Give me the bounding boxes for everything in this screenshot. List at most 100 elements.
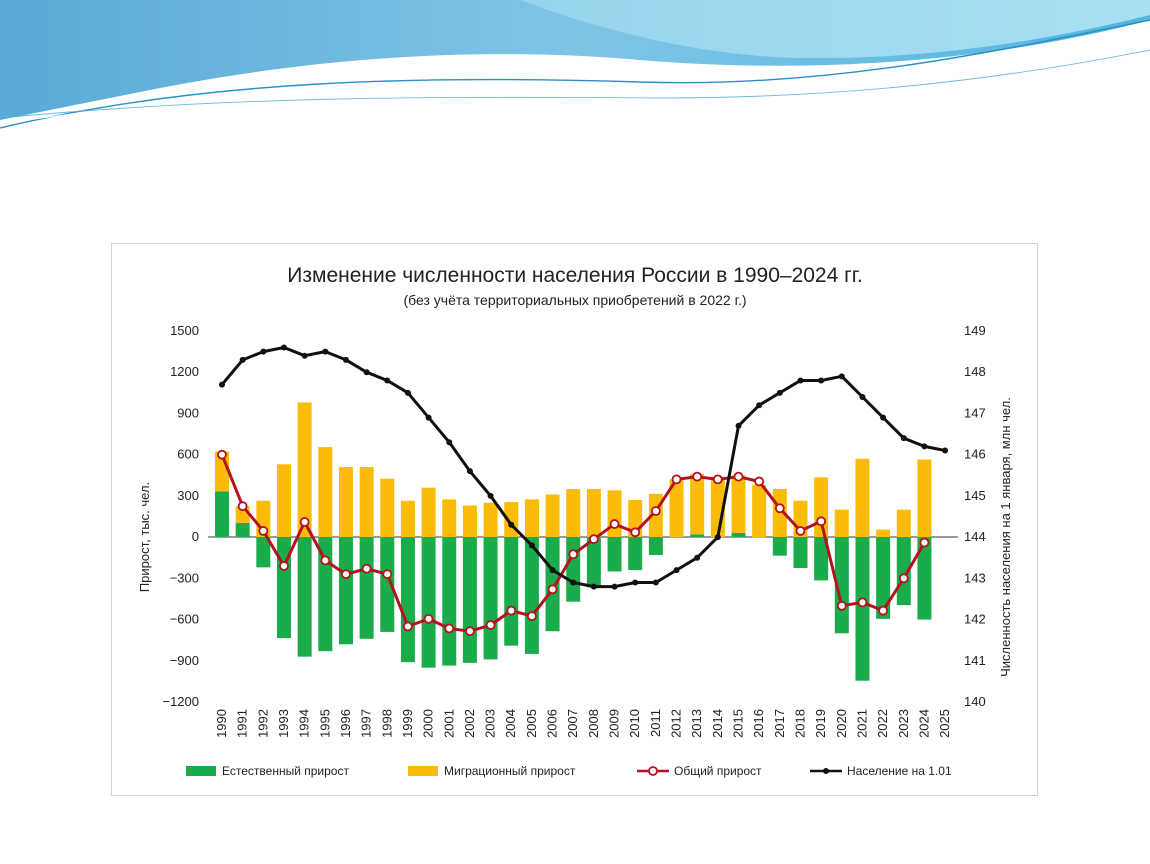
bar-natural-2022 bbox=[876, 537, 891, 619]
point-population-2018 bbox=[797, 377, 804, 384]
bar-natural-2013 bbox=[690, 534, 705, 538]
x-tick-label: 1992 bbox=[255, 709, 270, 738]
point-population-2007 bbox=[570, 579, 577, 586]
y2-tick-label: 148 bbox=[964, 364, 986, 379]
x-tick-label: 2014 bbox=[710, 709, 725, 738]
y-tick-label: 600 bbox=[177, 447, 199, 462]
bar-natural-1995 bbox=[318, 537, 333, 652]
bar-natural-2005 bbox=[524, 537, 539, 654]
y-axis-ticks: 1500 1200 900 600 300 0 −300 −600 −900 −1200 bbox=[162, 323, 199, 709]
x-tick-label: 2010 bbox=[627, 709, 642, 738]
x-tick-label: 2024 bbox=[916, 709, 931, 738]
bar-natural-2004 bbox=[504, 537, 519, 646]
point-total-1990 bbox=[217, 449, 227, 460]
bar-natural-2002 bbox=[462, 537, 477, 663]
point-population-2005 bbox=[528, 542, 535, 549]
y2-tick-label: 141 bbox=[964, 653, 986, 668]
x-tick-label: 1999 bbox=[400, 709, 415, 738]
line-series bbox=[217, 344, 949, 637]
bar-natural-2000 bbox=[421, 537, 436, 668]
legend-label-natural: Естественный прирост bbox=[222, 764, 349, 778]
bar-migration-2015 bbox=[731, 475, 746, 533]
bar-natural-2018 bbox=[793, 537, 808, 569]
point-population-1992 bbox=[260, 348, 267, 355]
bar-migration-2023 bbox=[896, 509, 911, 538]
point-population-2022 bbox=[880, 414, 887, 421]
point-total-2007 bbox=[568, 549, 579, 560]
point-total-2016 bbox=[754, 476, 765, 487]
bar-natural-2023 bbox=[896, 537, 911, 606]
point-total-2000 bbox=[423, 613, 434, 624]
y-tick-label: −1200 bbox=[162, 694, 199, 709]
bar-migration-1997 bbox=[359, 467, 374, 538]
point-total-2017 bbox=[774, 503, 785, 514]
x-tick-label: 2011 bbox=[648, 709, 663, 737]
bar-migration-2021 bbox=[855, 458, 870, 538]
point-total-2018 bbox=[795, 526, 806, 536]
point-total-2023 bbox=[898, 573, 909, 584]
bar-migration-2001 bbox=[442, 499, 457, 538]
x-tick-label: 1995 bbox=[317, 709, 332, 738]
bar-natural-1999 bbox=[400, 537, 415, 663]
y2-axis-label: Численность населения на 1 января, млн ч… bbox=[998, 397, 1013, 677]
point-population-1991 bbox=[239, 356, 246, 363]
y-tick-label: −300 bbox=[170, 570, 199, 585]
point-total-2008 bbox=[588, 534, 599, 545]
bar-natural-2001 bbox=[442, 537, 457, 666]
y-tick-label: −600 bbox=[170, 612, 199, 627]
bar-natural-1992 bbox=[256, 537, 271, 568]
point-total-2015 bbox=[733, 471, 744, 482]
bar-natural-2011 bbox=[648, 537, 663, 555]
point-population-2010 bbox=[632, 579, 639, 586]
bar-natural-1997 bbox=[359, 537, 374, 639]
legend-label-migration: Миграционный прирост bbox=[444, 764, 576, 778]
y2-tick-label: 143 bbox=[964, 570, 986, 585]
y-axis-label: Прирост, тыс. чел. bbox=[137, 482, 152, 592]
point-total-1996 bbox=[341, 569, 351, 580]
bar-migration-2022 bbox=[876, 529, 891, 538]
legend-swatch-total-marker bbox=[648, 766, 658, 776]
bar-migration-2009 bbox=[607, 490, 622, 538]
bar-natural-2024 bbox=[917, 537, 932, 620]
bar-migration-2005 bbox=[524, 499, 539, 538]
x-tick-label: 1991 bbox=[235, 709, 250, 738]
x-tick-label: 1994 bbox=[297, 709, 312, 738]
x-tick-label: 2020 bbox=[834, 709, 849, 738]
x-tick-label: 2017 bbox=[772, 709, 787, 738]
point-population-1998 bbox=[384, 377, 391, 384]
bar-migration-2024 bbox=[917, 459, 932, 538]
bar-natural-2009 bbox=[607, 537, 622, 572]
point-total-2002 bbox=[465, 626, 475, 637]
point-total-2014 bbox=[712, 474, 723, 485]
bar-migration-1996 bbox=[338, 467, 353, 538]
x-tick-label: 2009 bbox=[607, 709, 622, 738]
bar-migration-2003 bbox=[483, 502, 498, 538]
legend-swatch-natural bbox=[186, 766, 216, 776]
point-total-2021 bbox=[857, 597, 868, 608]
x-tick-label: 2013 bbox=[689, 709, 704, 738]
point-population-1996 bbox=[342, 356, 349, 363]
x-tick-label: 2012 bbox=[669, 709, 684, 738]
point-total-2022 bbox=[878, 605, 889, 616]
x-tick-label: 2000 bbox=[421, 709, 436, 738]
bar-natural-1998 bbox=[380, 537, 395, 632]
legend-swatch-migration bbox=[408, 766, 438, 776]
bar-natural-2020 bbox=[834, 537, 849, 634]
y2-tick-label: 144 bbox=[964, 529, 986, 544]
chart-title: Изменение численности населения России в… bbox=[287, 264, 862, 287]
x-tick-label: 2002 bbox=[462, 709, 477, 738]
bar-migration-2019 bbox=[814, 477, 829, 538]
y2-axis-ticks: 149 148 147 146 145 144 143 142 141 140 bbox=[964, 323, 986, 709]
point-population-1997 bbox=[363, 369, 370, 376]
bar-natural-2019 bbox=[814, 537, 829, 581]
bar-natural-2003 bbox=[483, 537, 498, 660]
point-population-2001 bbox=[446, 439, 453, 446]
bar-migration-1995 bbox=[318, 447, 333, 538]
bar-natural-2010 bbox=[628, 537, 643, 571]
point-total-2011 bbox=[650, 506, 661, 516]
bar-series bbox=[215, 402, 932, 681]
point-population-1990 bbox=[219, 381, 225, 388]
point-population-1999 bbox=[404, 389, 411, 396]
point-population-2004 bbox=[508, 521, 515, 528]
chart-legend: Естественный прирост Миграционный прирост… bbox=[186, 764, 952, 778]
